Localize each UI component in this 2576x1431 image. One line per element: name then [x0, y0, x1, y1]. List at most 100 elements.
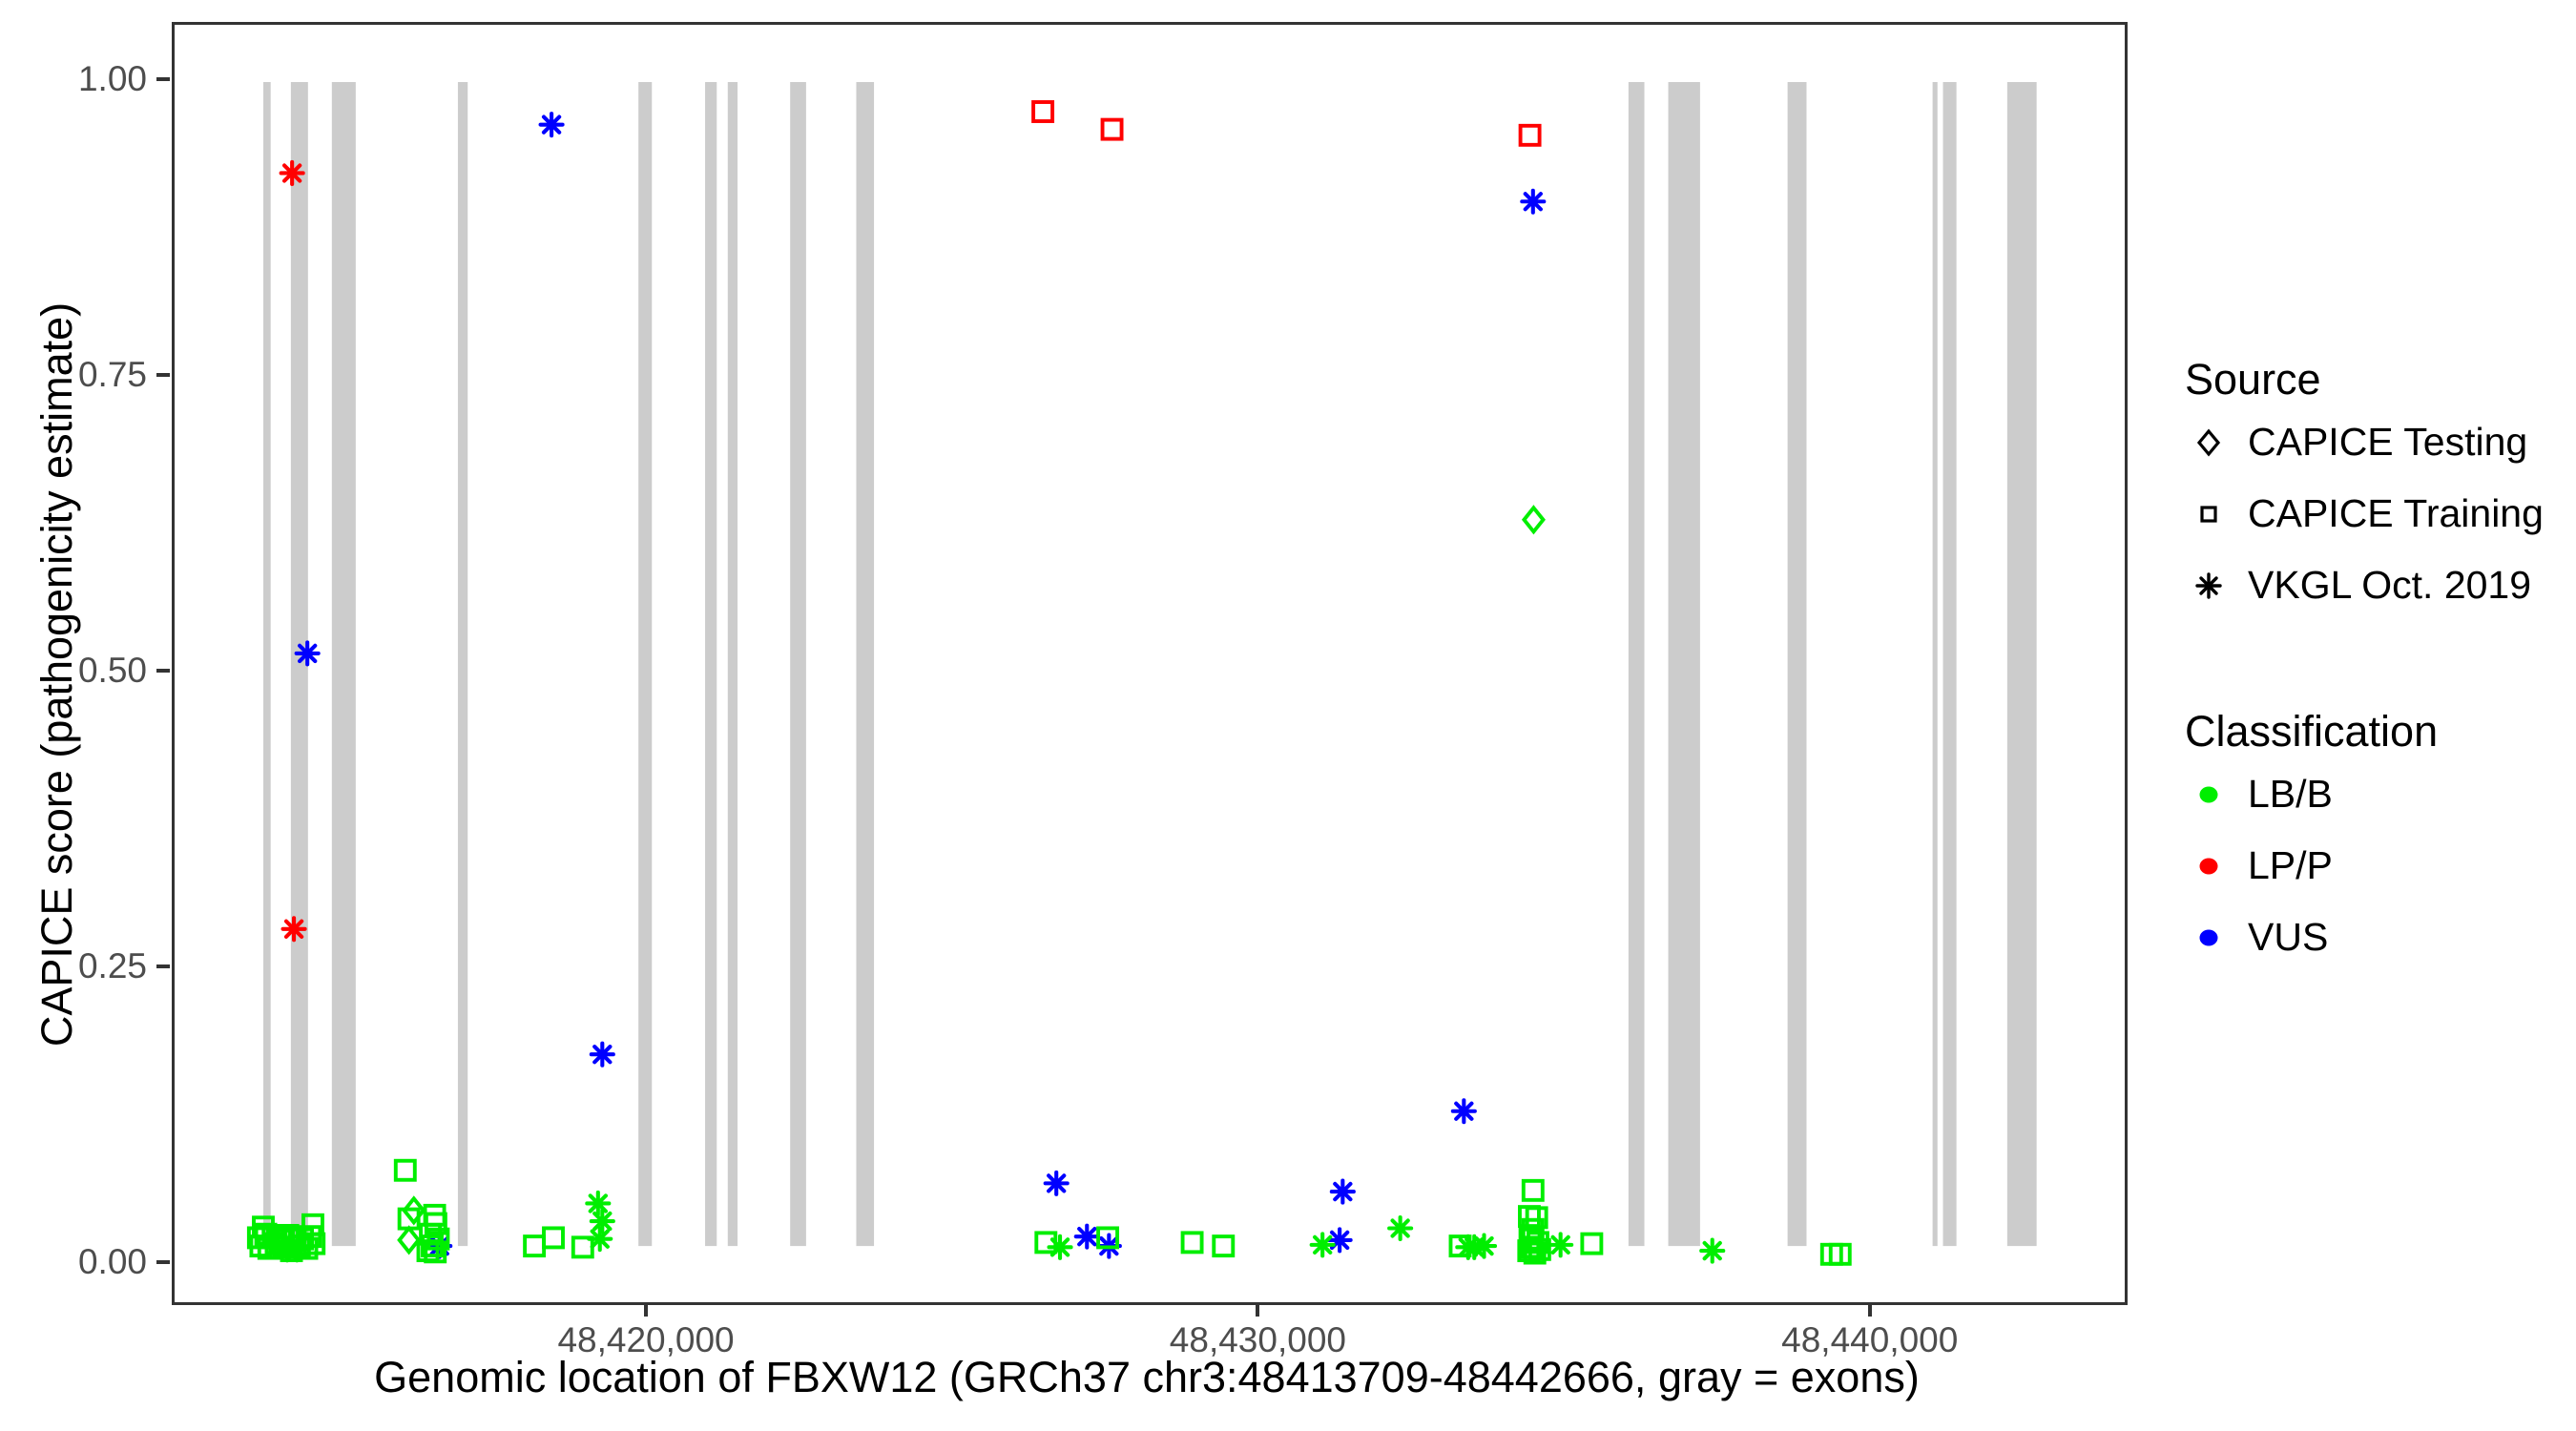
legend-entry-asterisk: VKGL Oct. 2019	[2185, 550, 2566, 621]
data-point-asterisk	[585, 1190, 612, 1217]
legend-key	[2185, 421, 2233, 465]
legend-entry-lpp: LP/P	[2185, 830, 2566, 902]
data-point-asterisk	[1326, 1227, 1353, 1254]
legend-label: LP/P	[2248, 843, 2333, 887]
data-point-square	[1523, 1241, 1547, 1265]
data-point-square	[542, 1226, 565, 1250]
x-tick-mark	[644, 1302, 649, 1317]
diamond-icon	[2196, 428, 2221, 456]
y-tick-mark	[156, 1259, 170, 1264]
y-tick-label: 1.00	[77, 59, 147, 98]
data-point-diamond	[397, 1225, 422, 1255]
data-point-square	[1580, 1232, 1604, 1255]
legend-classification-entries: LB/B LP/P VUS	[2185, 758, 2566, 973]
exon-bar	[290, 82, 308, 1247]
data-point-square	[1100, 117, 1124, 141]
data-point-square	[1031, 100, 1055, 123]
data-point-asterisk	[1450, 1098, 1477, 1125]
data-point-square	[1096, 1226, 1120, 1250]
data-point-square	[1828, 1242, 1852, 1266]
legend-classification-title: Classification	[2185, 707, 2439, 756]
exon-bar	[638, 82, 653, 1247]
legend-key	[2185, 773, 2233, 817]
exon-bar	[331, 82, 356, 1247]
data-point-asterisk	[589, 1208, 615, 1234]
y-tick-label: 0.25	[77, 945, 147, 985]
data-point-square	[393, 1158, 417, 1182]
legend-label: VKGL Oct. 2019	[2248, 563, 2532, 607]
data-point-asterisk	[1043, 1170, 1070, 1196]
legend-key	[2185, 844, 2233, 888]
data-point-asterisk	[279, 159, 305, 187]
exon-bar	[1668, 82, 1700, 1247]
data-point-square	[1525, 1206, 1548, 1230]
legend-source-entries: CAPICE Testing CAPICE Training VKGL Oct. 2…	[2185, 406, 2566, 621]
data-point-diamond	[1521, 505, 1546, 535]
exon-bar	[856, 82, 875, 1247]
legend-key	[2185, 492, 2233, 536]
exon-bar	[727, 82, 738, 1247]
data-point-diamond	[402, 1195, 426, 1226]
plot-panel	[172, 22, 2128, 1305]
x-axis-title: Genomic location of FBXW12 (GRCh37 chr3:…	[374, 1353, 1920, 1401]
legend-label: CAPICE Testing	[2248, 420, 2528, 464]
data-point-square	[252, 1215, 275, 1239]
data-point-asterisk	[1329, 1178, 1356, 1205]
legend: Source CAPICE Testing CAPICE Training VKGL…	[2185, 353, 2566, 973]
exon-bar	[1787, 82, 1807, 1247]
data-point-asterisk	[1309, 1232, 1336, 1258]
data-point-square	[1517, 1239, 1541, 1263]
y-tick-mark	[156, 372, 170, 377]
legend-entry-lbb: LB/B	[2185, 758, 2566, 830]
exon-bar	[705, 82, 717, 1247]
data-point-asterisk	[1047, 1234, 1073, 1260]
data-point-asterisk	[1520, 188, 1547, 215]
legend-label: CAPICE Training	[2248, 491, 2544, 535]
data-point-asterisk	[283, 1236, 310, 1263]
plot-canvas	[246, 82, 2037, 1266]
exon-bar	[1932, 82, 1938, 1247]
dot-icon	[2199, 786, 2218, 802]
x-tick-label: 48,430,000	[1169, 1320, 1346, 1359]
data-point-asterisk	[1387, 1214, 1414, 1242]
data-point-square	[301, 1213, 324, 1236]
data-point-square	[1518, 123, 1542, 147]
legend-entry-vus: VUS	[2185, 902, 2566, 973]
exon-bar	[1942, 82, 1957, 1247]
data-point-square	[424, 1240, 447, 1264]
data-point-asterisk	[587, 1226, 613, 1253]
data-point-asterisk	[589, 1041, 615, 1068]
y-tick-label: 0.00	[77, 1241, 147, 1281]
data-point-asterisk	[1699, 1237, 1726, 1264]
data-point-square	[523, 1234, 547, 1258]
y-tick-mark	[156, 964, 170, 968]
legend-key	[2185, 564, 2233, 608]
data-point-asterisk	[538, 112, 565, 138]
exon-bar	[790, 82, 806, 1247]
legend-entry-square: CAPICE Training	[2185, 478, 2566, 550]
data-point-square	[421, 1234, 444, 1258]
legend-label: VUS	[2248, 915, 2329, 959]
y-tick-label: 0.75	[77, 354, 147, 394]
dot-icon	[2199, 929, 2218, 945]
square-icon	[2200, 505, 2217, 523]
legend-source-title: Source	[2185, 355, 2321, 404]
x-tick-label: 48,420,000	[557, 1320, 735, 1359]
data-point-asterisk	[1073, 1223, 1100, 1250]
legend-label: LB/B	[2248, 772, 2333, 816]
data-point-asterisk	[280, 916, 307, 943]
exon-bar	[2006, 82, 2037, 1247]
dot-icon	[2199, 858, 2218, 874]
y-tick-label: 0.50	[77, 650, 147, 690]
legend-key	[2185, 916, 2233, 960]
data-point-asterisk	[294, 640, 321, 667]
asterisk-icon	[2195, 571, 2222, 599]
x-tick-mark	[1256, 1302, 1260, 1317]
data-point-asterisk	[1470, 1233, 1498, 1259]
legend-gap	[2185, 621, 2566, 705]
exon-bar	[262, 82, 271, 1247]
data-point-square	[1212, 1234, 1236, 1258]
x-tick-mark	[1867, 1302, 1872, 1317]
data-point-square	[1521, 1178, 1545, 1202]
